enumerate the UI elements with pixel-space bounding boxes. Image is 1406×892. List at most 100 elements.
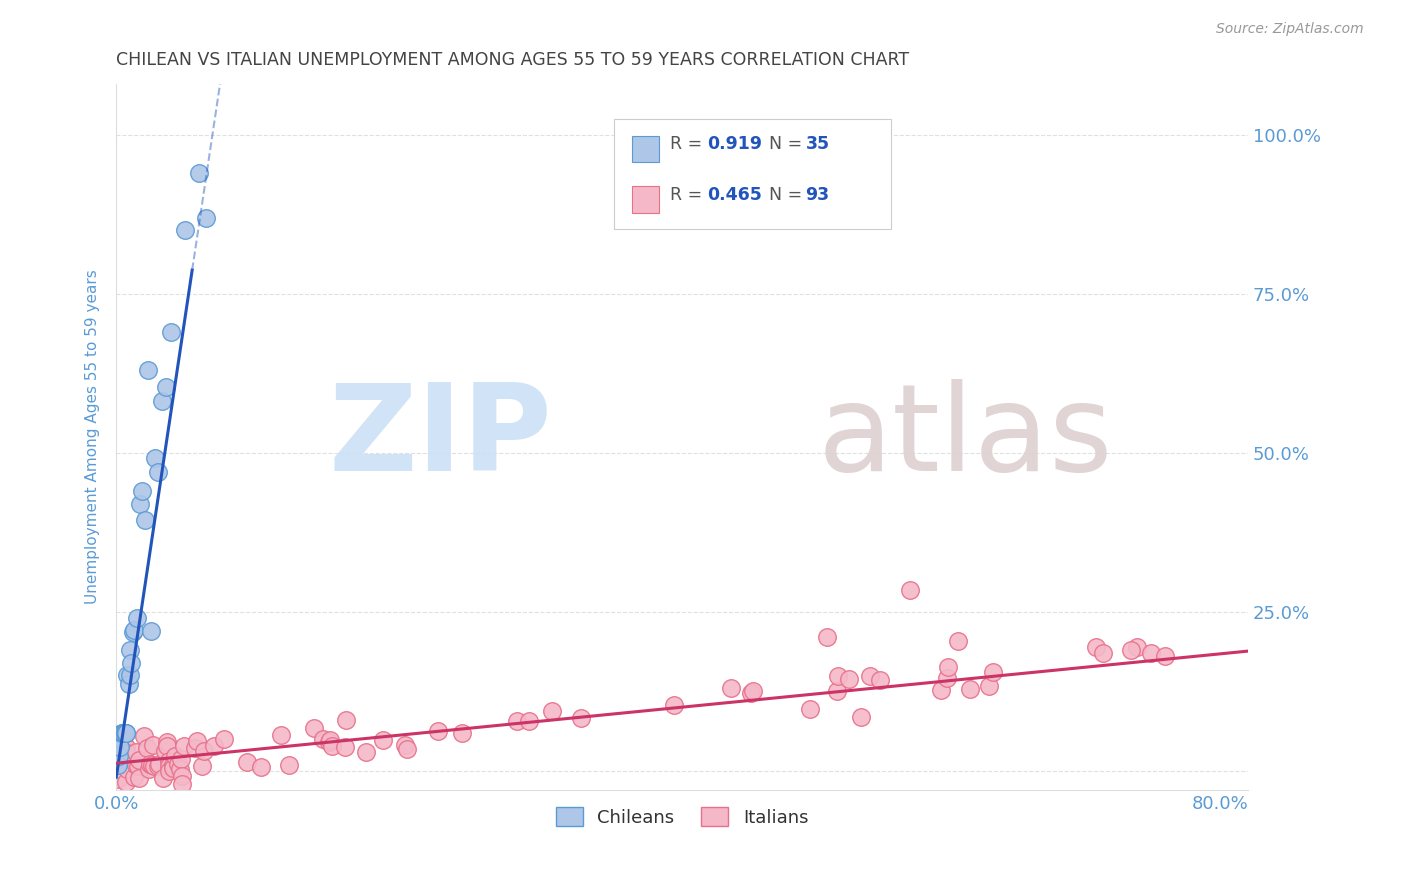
- Point: [202, 739, 225, 753]
- Point: [371, 733, 394, 747]
- Point: [959, 682, 981, 697]
- Point: [194, 211, 217, 225]
- Point: [312, 732, 335, 747]
- Point: [138, 762, 160, 776]
- Point: [105, 747, 128, 762]
- Point: [936, 660, 959, 674]
- Point: [114, 725, 136, 739]
- Point: [898, 582, 921, 597]
- Point: [1154, 649, 1177, 664]
- Point: [111, 725, 134, 739]
- Point: [174, 223, 197, 237]
- Point: [1119, 643, 1142, 657]
- FancyBboxPatch shape: [614, 120, 891, 229]
- Point: [124, 770, 146, 784]
- Point: [143, 759, 166, 773]
- Legend: Chileans, Italians: Chileans, Italians: [548, 800, 815, 834]
- Point: [186, 734, 208, 748]
- Point: [139, 624, 162, 638]
- Point: [122, 623, 145, 637]
- Point: [127, 759, 149, 773]
- Point: [173, 739, 195, 753]
- Text: CHILEAN VS ITALIAN UNEMPLOYMENT AMONG AGES 55 TO 59 YEARS CORRELATION CHART: CHILEAN VS ITALIAN UNEMPLOYMENT AMONG AG…: [117, 51, 910, 69]
- Point: [946, 634, 969, 648]
- Text: R =: R =: [669, 135, 707, 153]
- Point: [825, 683, 848, 698]
- Point: [160, 325, 183, 339]
- Point: [114, 739, 136, 754]
- Point: [172, 776, 194, 790]
- Text: 93: 93: [806, 186, 830, 204]
- Point: [117, 668, 139, 682]
- Point: [662, 698, 685, 713]
- Point: [191, 759, 214, 773]
- Point: [1085, 640, 1108, 654]
- Point: [157, 758, 180, 772]
- Point: [125, 745, 148, 759]
- Point: [128, 753, 150, 767]
- Point: [125, 611, 148, 625]
- Point: [120, 643, 142, 657]
- Point: [110, 740, 132, 755]
- FancyBboxPatch shape: [633, 186, 659, 213]
- Text: R =: R =: [669, 186, 707, 204]
- Point: [134, 513, 156, 527]
- Point: [720, 681, 742, 695]
- Point: [136, 363, 159, 377]
- Point: [141, 757, 163, 772]
- Point: [395, 742, 418, 756]
- Point: [107, 772, 129, 786]
- Point: [148, 756, 170, 771]
- Point: [188, 166, 211, 180]
- Point: [134, 730, 156, 744]
- Point: [120, 656, 142, 670]
- Point: [1140, 646, 1163, 660]
- Point: [193, 744, 215, 758]
- Point: [250, 759, 273, 773]
- Point: [235, 755, 257, 769]
- Point: [1126, 640, 1149, 654]
- Point: [169, 762, 191, 776]
- Point: [929, 683, 952, 698]
- Point: [115, 725, 138, 739]
- Y-axis label: Unemployment Among Ages 55 to 59 years: Unemployment Among Ages 55 to 59 years: [86, 269, 100, 605]
- Point: [815, 630, 838, 644]
- Point: [799, 702, 821, 716]
- Point: [143, 450, 166, 465]
- Point: [165, 749, 187, 764]
- Point: [139, 757, 162, 772]
- Point: [451, 726, 474, 740]
- Text: N =: N =: [769, 186, 808, 204]
- Point: [170, 751, 193, 765]
- Point: [115, 725, 138, 739]
- Point: [270, 728, 292, 742]
- Text: atlas: atlas: [818, 378, 1114, 496]
- Point: [319, 733, 342, 747]
- Point: [152, 771, 174, 785]
- Point: [146, 758, 169, 772]
- Point: [112, 725, 135, 739]
- FancyBboxPatch shape: [633, 136, 659, 162]
- Text: 35: 35: [806, 135, 830, 153]
- Text: ZIP: ZIP: [328, 378, 553, 496]
- Point: [354, 745, 377, 759]
- Point: [869, 673, 891, 687]
- Point: [156, 735, 179, 749]
- Point: [321, 739, 343, 754]
- Point: [110, 731, 132, 745]
- Text: 0.919: 0.919: [707, 135, 762, 153]
- Point: [142, 739, 165, 753]
- Point: [128, 497, 150, 511]
- Point: [114, 775, 136, 789]
- Text: 0.465: 0.465: [707, 186, 762, 204]
- Point: [105, 752, 128, 766]
- Point: [427, 724, 450, 739]
- Point: [111, 725, 134, 739]
- Point: [838, 672, 860, 686]
- Point: [170, 769, 193, 783]
- Point: [156, 739, 179, 753]
- Point: [1091, 646, 1114, 660]
- Point: [851, 710, 873, 724]
- Point: [517, 714, 540, 728]
- Point: [153, 744, 176, 758]
